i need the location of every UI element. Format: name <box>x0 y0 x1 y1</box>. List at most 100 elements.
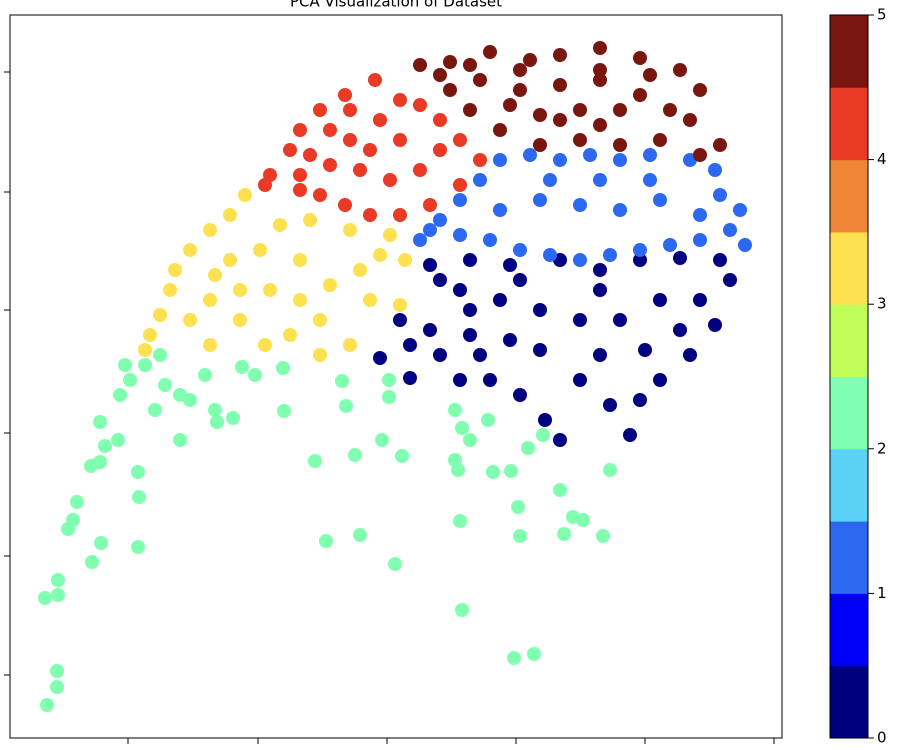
point <box>398 253 412 267</box>
point <box>513 388 527 402</box>
point <box>413 58 427 72</box>
point <box>433 348 447 362</box>
point <box>138 343 152 357</box>
point <box>223 208 237 222</box>
point <box>277 404 291 418</box>
point <box>433 68 447 82</box>
point <box>373 113 387 127</box>
point <box>693 83 707 97</box>
point <box>653 133 667 147</box>
point <box>51 573 65 587</box>
point <box>683 348 697 362</box>
colorbar-band <box>830 15 868 88</box>
point <box>393 133 407 147</box>
point <box>443 55 457 69</box>
colorbar-tick-label: 4 <box>877 150 887 168</box>
point <box>533 303 547 317</box>
colorbar-band <box>830 665 868 739</box>
point <box>382 373 396 387</box>
point <box>448 403 462 417</box>
point <box>603 398 617 412</box>
point <box>233 283 247 297</box>
point <box>513 243 527 257</box>
point <box>536 428 550 442</box>
point <box>593 263 607 277</box>
point <box>413 163 427 177</box>
point <box>153 308 167 322</box>
point <box>723 223 737 237</box>
point <box>238 188 252 202</box>
point <box>226 411 240 425</box>
point <box>463 328 477 342</box>
colorbar-frame <box>829 14 869 739</box>
point <box>653 373 667 387</box>
point <box>66 513 80 527</box>
point <box>403 338 417 352</box>
point <box>483 373 497 387</box>
point <box>373 248 387 262</box>
point <box>553 113 567 127</box>
point <box>313 313 327 327</box>
point <box>533 343 547 357</box>
point <box>335 374 349 388</box>
point <box>553 433 567 447</box>
point <box>443 83 457 97</box>
point <box>223 253 237 267</box>
point <box>513 83 527 97</box>
point <box>643 148 657 162</box>
point <box>283 328 297 342</box>
point <box>293 253 307 267</box>
point <box>313 348 327 362</box>
point <box>423 258 437 272</box>
point <box>453 228 467 242</box>
point <box>98 439 112 453</box>
point <box>383 173 397 187</box>
point <box>708 318 722 332</box>
point <box>683 113 697 127</box>
point <box>258 338 272 352</box>
point <box>283 143 297 157</box>
point <box>713 188 727 202</box>
point <box>663 103 677 117</box>
colorbar-band <box>830 521 868 594</box>
point <box>118 358 132 372</box>
point <box>293 168 307 182</box>
point <box>423 323 437 337</box>
point <box>413 233 427 247</box>
point <box>253 243 267 257</box>
point <box>673 251 687 265</box>
point <box>693 293 707 307</box>
point <box>183 313 197 327</box>
point <box>319 534 333 548</box>
point <box>693 148 707 162</box>
point <box>203 293 217 307</box>
point <box>403 371 417 385</box>
point <box>503 258 517 272</box>
point <box>523 148 537 162</box>
point <box>643 173 657 187</box>
point <box>593 41 607 55</box>
point <box>393 208 407 222</box>
point <box>208 268 222 282</box>
point <box>368 73 382 87</box>
point <box>131 540 145 554</box>
point <box>543 173 557 187</box>
point <box>593 118 607 132</box>
point <box>503 98 517 112</box>
point <box>143 328 157 342</box>
colorbar-band <box>830 593 868 667</box>
point <box>111 433 125 447</box>
point <box>613 203 627 217</box>
point <box>486 465 500 479</box>
colorbar-tick-label: 0 <box>877 729 887 747</box>
point <box>553 78 567 92</box>
point <box>93 415 107 429</box>
point <box>453 133 467 147</box>
point <box>453 193 467 207</box>
point <box>363 293 377 307</box>
point <box>623 428 637 442</box>
point <box>455 603 469 617</box>
point <box>303 148 317 162</box>
point <box>94 536 108 550</box>
